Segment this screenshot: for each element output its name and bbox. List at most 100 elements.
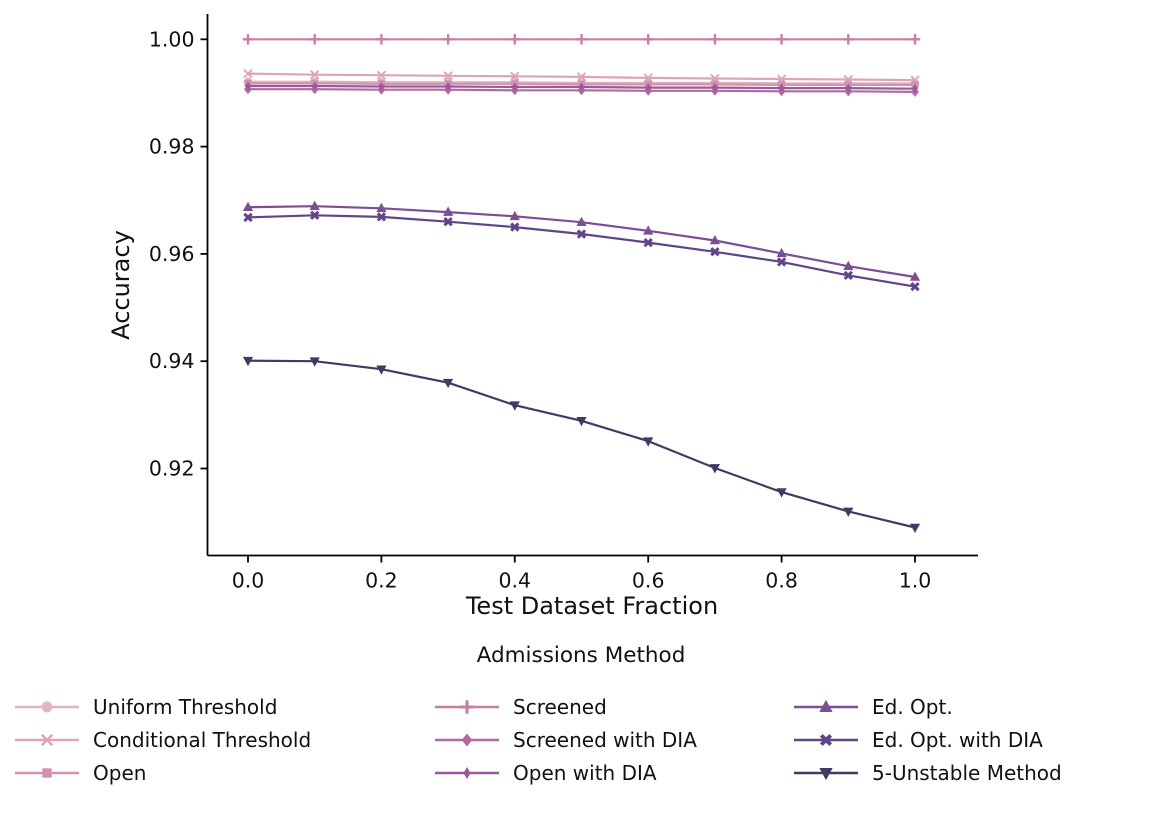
plus-marker-icon	[576, 34, 587, 45]
triangle-up-marker-icon	[776, 247, 787, 258]
legend-swatch	[435, 733, 499, 746]
triangle-down-marker-icon	[643, 437, 654, 447]
legend-column: Screened Screened with DIA Open with DIA	[434, 690, 697, 789]
triangle-up-marker-icon	[709, 234, 720, 245]
triangle-down-marker-icon	[509, 401, 520, 411]
thin-diamond-marker-icon	[712, 82, 718, 93]
y-tick-label: 1.00	[149, 27, 195, 51]
thin-diamond-marker-icon	[645, 82, 651, 93]
series-screened	[242, 34, 921, 45]
plus-marker-icon	[909, 34, 921, 45]
legend-item-ed-opt-: Ed. Opt.	[793, 690, 1062, 723]
x-bold-marker-icon	[776, 257, 787, 267]
x-bold-marker-icon	[310, 210, 320, 220]
legend-item-open: Open	[14, 756, 311, 789]
x-bold-marker-icon	[576, 229, 587, 239]
legend-column: Uniform Threshold Conditional Threshold Op…	[14, 690, 311, 789]
legend-label: Open with DIA	[513, 760, 657, 785]
legend-item-ed-opt-with-dia: Ed. Opt. with DIA	[793, 723, 1062, 756]
legend-swatch	[435, 699, 499, 714]
thin-diamond-marker-icon	[845, 83, 851, 93]
line-chart: 1.00 0.98 0.96 0.94 0.92 0.0 0.2 0.4 0.6 0.8 1.0	[149, 14, 978, 593]
circle-marker-icon	[41, 701, 53, 712]
y-tick-label: 0.94	[149, 349, 195, 373]
legend-swatch	[15, 733, 79, 746]
x-marker-icon	[40, 733, 54, 746]
x-marker-icon	[310, 70, 320, 80]
plus-marker-icon	[309, 34, 320, 45]
y-tick-label: 0.98	[149, 135, 195, 159]
triangle-down-marker-icon	[909, 523, 921, 534]
legend-label: Screened	[513, 694, 607, 719]
x-tick-label: 0.0	[232, 569, 265, 593]
thin-diamond-marker-icon	[445, 81, 451, 92]
triangle-down-marker-icon	[443, 378, 454, 389]
thin-diamond-marker-icon	[463, 766, 471, 779]
legend-swatch	[794, 699, 858, 712]
triangle-up-marker-icon	[576, 216, 587, 227]
triangle-up-marker-icon	[309, 200, 320, 210]
y-tick-label: 0.92	[149, 457, 195, 481]
legend-label: 5-Unstable Method	[872, 760, 1062, 785]
legend-swatch	[15, 701, 79, 712]
thin-diamond-marker-icon	[512, 82, 518, 92]
plus-marker-icon	[442, 34, 454, 45]
x-tick-label: 0.2	[365, 569, 398, 593]
series-ed-opt-	[242, 200, 921, 281]
legend-swatch	[15, 767, 79, 778]
triangle-down-marker-icon	[309, 357, 320, 367]
series-5-unstable-method	[242, 356, 921, 534]
legend-label: Ed. Opt.	[872, 694, 953, 719]
triangle-down-marker-icon	[843, 507, 854, 517]
thin-diamond-marker-icon	[312, 81, 318, 91]
thin-diamond-marker-icon	[778, 83, 785, 93]
legend-swatch	[794, 767, 858, 780]
triangle-up-marker-icon	[819, 699, 833, 712]
triangle-down-marker-icon	[776, 488, 787, 498]
legend-label: Conditional Threshold	[93, 727, 312, 752]
x-bold-marker-icon	[910, 281, 920, 292]
legend-swatch	[794, 733, 858, 746]
x-bold-marker-icon	[443, 217, 453, 227]
x-bold-marker-icon	[243, 212, 253, 223]
legend-item-open-with-dia: Open with DIA	[434, 756, 697, 789]
triangle-down-marker-icon	[709, 464, 720, 474]
y-axis-label: Accuracy	[107, 230, 135, 340]
triangle-up-marker-icon	[376, 202, 387, 213]
x-bold-marker-icon	[710, 247, 720, 257]
plus-marker-icon	[709, 34, 721, 45]
legend-label: Screened with DIA	[513, 727, 697, 752]
plus-marker-icon	[376, 34, 387, 45]
x-bold-marker-icon	[510, 222, 520, 232]
triangle-up-marker-icon	[643, 225, 654, 235]
x-bold-marker-icon	[843, 270, 853, 281]
plus-marker-icon	[843, 34, 854, 45]
triangle-down-marker-icon	[242, 356, 254, 367]
triangle-down-marker-icon	[376, 365, 387, 375]
triangle-down-marker-icon	[819, 767, 833, 780]
triangle-up-marker-icon	[509, 210, 520, 221]
x-marker-icon	[576, 72, 587, 82]
thin-diamond-marker-icon	[912, 84, 918, 94]
x-bold-marker-icon	[376, 212, 387, 222]
legend-item-screened-with-dia: Screened with DIA	[434, 723, 697, 756]
plus-marker-icon	[643, 34, 654, 45]
diamond-marker-icon	[461, 733, 473, 746]
series-line	[247, 359, 916, 529]
legend-label: Ed. Opt. with DIA	[872, 727, 1043, 752]
thin-diamond-marker-icon	[578, 82, 585, 92]
x-tick-label: 0.4	[498, 569, 531, 593]
square-marker-icon	[42, 767, 52, 778]
x-marker-icon	[643, 73, 653, 83]
triangle-up-marker-icon	[443, 206, 454, 216]
x-marker-icon	[510, 71, 520, 81]
x-axis-label: Test Dataset Fraction	[465, 592, 719, 620]
triangle-up-marker-icon	[843, 260, 854, 271]
legend-item-conditional-threshold: Conditional Threshold	[14, 723, 311, 756]
plus-marker-icon	[776, 34, 787, 45]
triangle-up-marker-icon	[242, 201, 254, 212]
x-tick-label: 1.0	[899, 569, 932, 593]
x-bold-marker-icon	[819, 733, 833, 746]
triangle-up-marker-icon	[909, 271, 921, 281]
triangle-down-marker-icon	[576, 416, 587, 427]
